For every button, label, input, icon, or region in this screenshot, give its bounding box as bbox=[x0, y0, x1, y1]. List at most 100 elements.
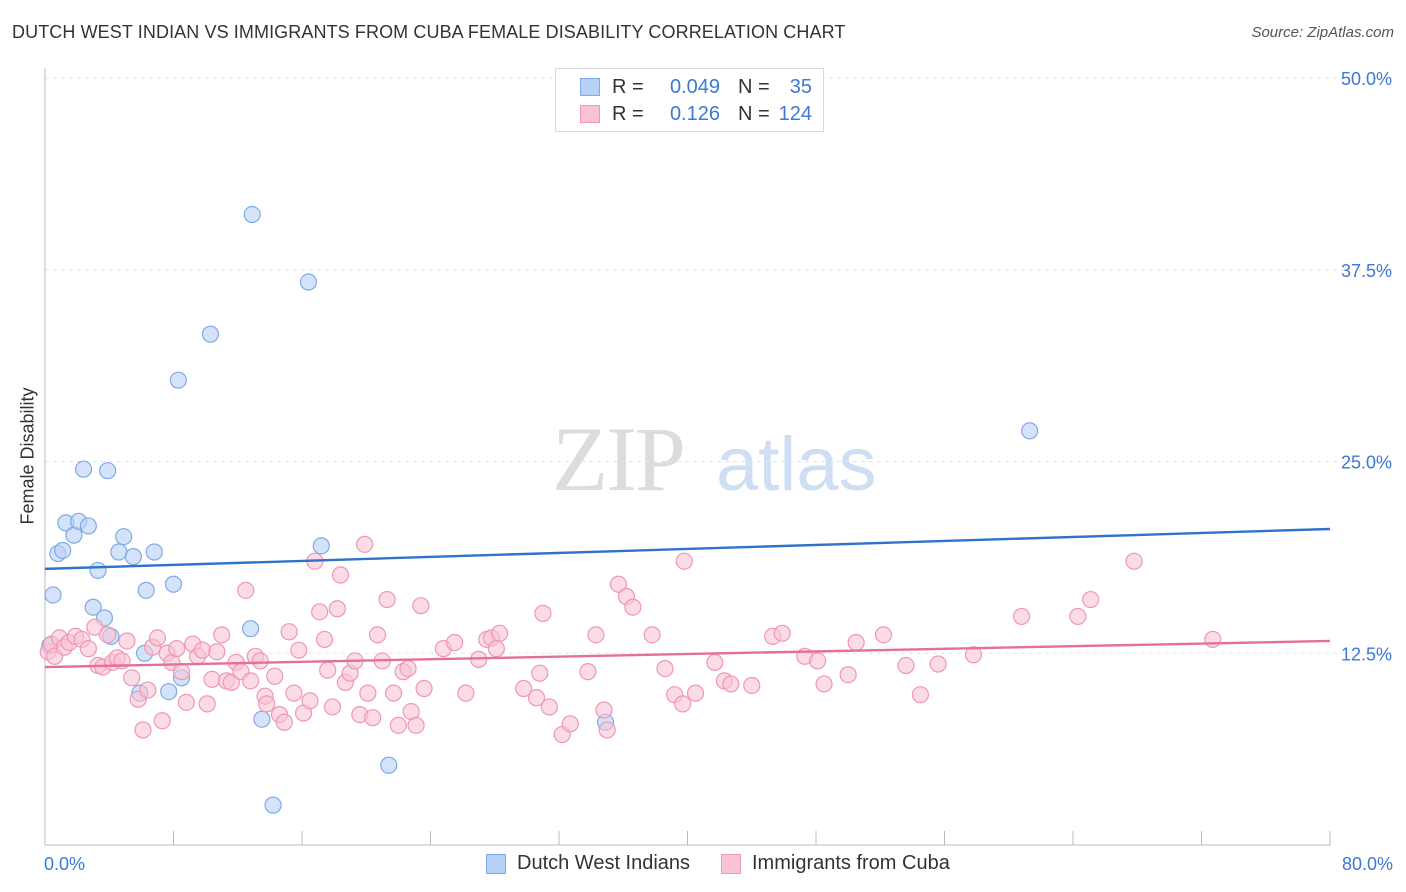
dutch-west-indians-point bbox=[137, 581, 155, 599]
dutch-west-indians-point bbox=[124, 548, 142, 566]
immigrants-from-cuba-point bbox=[722, 675, 740, 693]
grid-lines bbox=[45, 77, 1392, 654]
immigrants-from-cuba-point bbox=[177, 693, 195, 711]
immigrants-from-cuba-point bbox=[153, 712, 171, 730]
immigrants-from-cuba-point bbox=[561, 715, 579, 733]
immigrants-from-cuba-point bbox=[203, 670, 221, 688]
immigrants-from-cuba-point bbox=[579, 663, 597, 681]
dutch-west-indians-point bbox=[299, 273, 318, 291]
immigrants-from-cuba-point bbox=[1012, 607, 1031, 626]
immigrants-from-cuba-point bbox=[847, 633, 865, 652]
immigrants-from-cuba-point bbox=[773, 624, 791, 642]
immigrants-from-cuba-point bbox=[123, 669, 141, 687]
y-tick-label: 12.5% bbox=[1341, 644, 1392, 664]
immigrants-from-cuba-point bbox=[359, 684, 377, 702]
immigrants-from-cuba-point bbox=[706, 653, 724, 672]
trend-lines bbox=[44, 527, 1331, 669]
immigrants-from-cuba-point bbox=[213, 626, 231, 644]
immigrants-from-cuba-point bbox=[315, 630, 334, 649]
immigrants-from-cuba-point bbox=[487, 640, 505, 658]
legend-n-value: 124 bbox=[778, 102, 812, 125]
y-tick-label: 50.0% bbox=[1341, 69, 1392, 89]
immigrants-from-cuba-point bbox=[1125, 552, 1143, 570]
dutch-west-indians-point bbox=[380, 756, 398, 774]
dutch-west-indians-point bbox=[169, 371, 187, 389]
watermark-atlas: atlas bbox=[716, 422, 877, 507]
immigrants-from-cuba-point bbox=[328, 600, 346, 618]
immigrants-from-cuba-point bbox=[290, 641, 308, 659]
immigrants-from-cuba-point bbox=[540, 698, 558, 716]
legend-r-label: R = bbox=[612, 102, 644, 125]
watermark-zip: ZIP bbox=[552, 408, 684, 510]
immigrants-from-cuba-point bbox=[515, 679, 533, 698]
immigrants-from-cuba-point bbox=[198, 695, 216, 713]
immigrants-from-cuba-point bbox=[266, 667, 284, 685]
trend-line-dutch-west-indians bbox=[44, 527, 1331, 571]
dutch-west-indians-point bbox=[253, 710, 271, 728]
legend-r-value: 0.126 bbox=[669, 102, 720, 125]
immigrants-from-cuba-point bbox=[242, 672, 260, 690]
dutch-west-indians-point bbox=[54, 541, 72, 560]
series-legend: Dutch West Indians Immigrants from Cuba bbox=[0, 852, 1406, 878]
dutch-west-indians-point bbox=[79, 517, 97, 535]
immigrants-from-cuba-point bbox=[457, 684, 475, 702]
dutch-west-indians-point bbox=[164, 575, 183, 593]
immigrants-from-cuba-point bbox=[1204, 630, 1222, 649]
immigrants-from-cuba-point bbox=[407, 716, 425, 734]
legend-r-value: 0.049 bbox=[669, 75, 720, 98]
immigrants-from-cuba-point bbox=[331, 566, 350, 584]
immigrants-from-cuba-point bbox=[609, 575, 628, 593]
correlation-legend: R = 0.049 N = 35 R = 0.126 N = 124 bbox=[555, 68, 824, 132]
series-immigrants-from-cuba bbox=[39, 535, 1222, 744]
immigrants-from-cuba-point bbox=[275, 713, 293, 731]
immigrants-from-cuba-point bbox=[1069, 607, 1087, 626]
immigrants-from-cuba-point bbox=[237, 581, 255, 599]
immigrants-from-cuba-point bbox=[527, 689, 546, 707]
legend-row-dutch-west-indians: R = 0.049 N = 35 bbox=[580, 75, 812, 99]
chart-source: Source: ZipAtlas.com bbox=[1251, 24, 1394, 41]
immigrants-from-cuba-point bbox=[79, 640, 97, 658]
immigrants-from-cuba-point bbox=[815, 675, 833, 693]
legend-r-label: R = bbox=[612, 75, 644, 98]
immigrants-from-cuba-point bbox=[531, 664, 549, 682]
immigrants-from-cuba-point bbox=[490, 624, 509, 642]
legend-label: Immigrants from Cuba bbox=[752, 852, 950, 874]
legend-item-dutch-west-indians: Dutch West Indians bbox=[486, 852, 690, 875]
immigrants-from-cuba-point bbox=[415, 679, 433, 698]
dutch-west-indians-point bbox=[242, 620, 260, 638]
immigrants-from-cuba-point bbox=[280, 623, 298, 641]
legend-item-immigrants-from-cuba: Immigrants from Cuba bbox=[721, 852, 950, 875]
immigrants-from-cuba-point bbox=[384, 684, 403, 702]
immigrants-from-cuba-point bbox=[193, 641, 212, 659]
dutch-west-indians-point bbox=[264, 796, 282, 814]
immigrants-from-cuba-point bbox=[285, 684, 303, 702]
immigrants-from-cuba-point bbox=[148, 629, 167, 647]
immigrants-from-cuba-point bbox=[364, 709, 382, 727]
immigrants-from-cuba-point bbox=[323, 698, 342, 716]
dutch-west-indians-point bbox=[145, 543, 163, 561]
immigrants-from-cuba-point bbox=[172, 663, 191, 681]
immigrants-from-cuba-point bbox=[118, 632, 136, 650]
immigrants-from-cuba-point bbox=[674, 695, 692, 713]
legend-swatch-pink bbox=[721, 853, 741, 874]
immigrants-from-cuba-point bbox=[251, 652, 269, 670]
immigrants-from-cuba-point bbox=[222, 673, 240, 691]
immigrants-from-cuba-point bbox=[897, 656, 915, 675]
dutch-west-indians-point bbox=[115, 528, 133, 546]
immigrants-from-cuba-point bbox=[356, 535, 374, 553]
immigrants-from-cuba-point bbox=[839, 666, 857, 684]
immigrants-from-cuba-point bbox=[134, 721, 152, 739]
dutch-west-indians-point bbox=[1021, 422, 1039, 440]
immigrants-from-cuba-point bbox=[301, 692, 319, 710]
immigrants-from-cuba-point bbox=[964, 646, 983, 664]
immigrants-from-cuba-point bbox=[595, 701, 613, 719]
immigrants-from-cuba-point bbox=[208, 643, 226, 661]
legend-n-label: N = bbox=[738, 75, 770, 98]
legend-swatch-blue bbox=[580, 78, 600, 96]
immigrants-from-cuba-point bbox=[399, 659, 417, 678]
immigrants-from-cuba-point bbox=[809, 652, 827, 670]
immigrants-from-cuba-point bbox=[675, 552, 693, 570]
immigrants-from-cuba-point bbox=[319, 661, 337, 679]
y-tick-label: 25.0% bbox=[1341, 453, 1392, 473]
immigrants-from-cuba-point bbox=[1082, 590, 1100, 609]
